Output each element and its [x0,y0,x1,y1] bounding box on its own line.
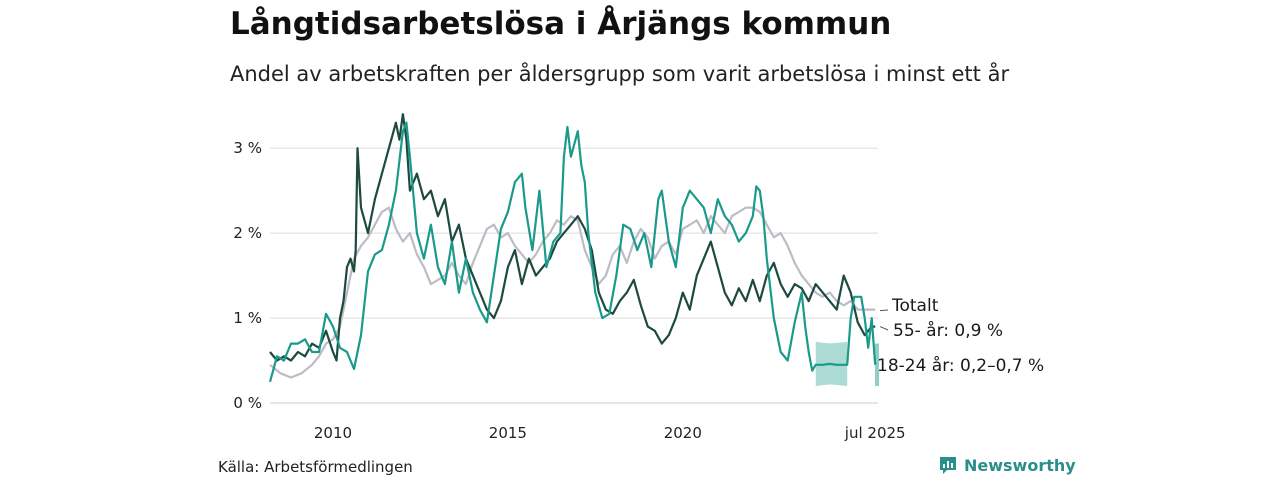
x-tick-label: 2010 [314,424,352,442]
y-tick-label: 3 % [233,139,262,157]
series-line-age1824 [268,121,877,383]
end-label-total: Totalt [891,296,939,316]
x-tick-label: 2015 [489,424,527,442]
gridlines [270,147,878,404]
x-tick-label: jul 2025 [844,424,906,442]
newsworthy-icon [940,457,956,474]
x-tick-label: 2020 [664,424,702,442]
y-tick-label: 0 % [233,394,262,412]
y-tick-label: 1 % [233,309,262,327]
end-label-age55: 55- år: 0,9 % [893,320,1003,341]
end-labels: Totalt 55- år: 0,9 % 18-24 år: 0,2–0,7 % [877,296,1044,376]
brand-name: Newsworthy [964,455,1076,475]
y-tick-label: 2 % [233,224,262,242]
chart-title: Långtidsarbetslösa i Årjängs kommun [230,6,892,42]
leader-total [879,309,889,312]
series-line-total [269,206,876,379]
end-label-age1824: 18-24 år: 0,2–0,7 % [877,355,1044,376]
series-lines [268,113,877,383]
axis-labels: 0 % 1 % 2 % 3 % 2010 2015 2020 jul 2025 [233,139,905,442]
chart-subtitle: Andel av arbetskraften per åldersgrupp s… [230,62,1010,86]
source-note: Källa: Arbetsförmedlingen [218,458,413,476]
brand-logo[interactable]: Newsworthy [938,455,1076,475]
leader-age55 [879,326,889,331]
